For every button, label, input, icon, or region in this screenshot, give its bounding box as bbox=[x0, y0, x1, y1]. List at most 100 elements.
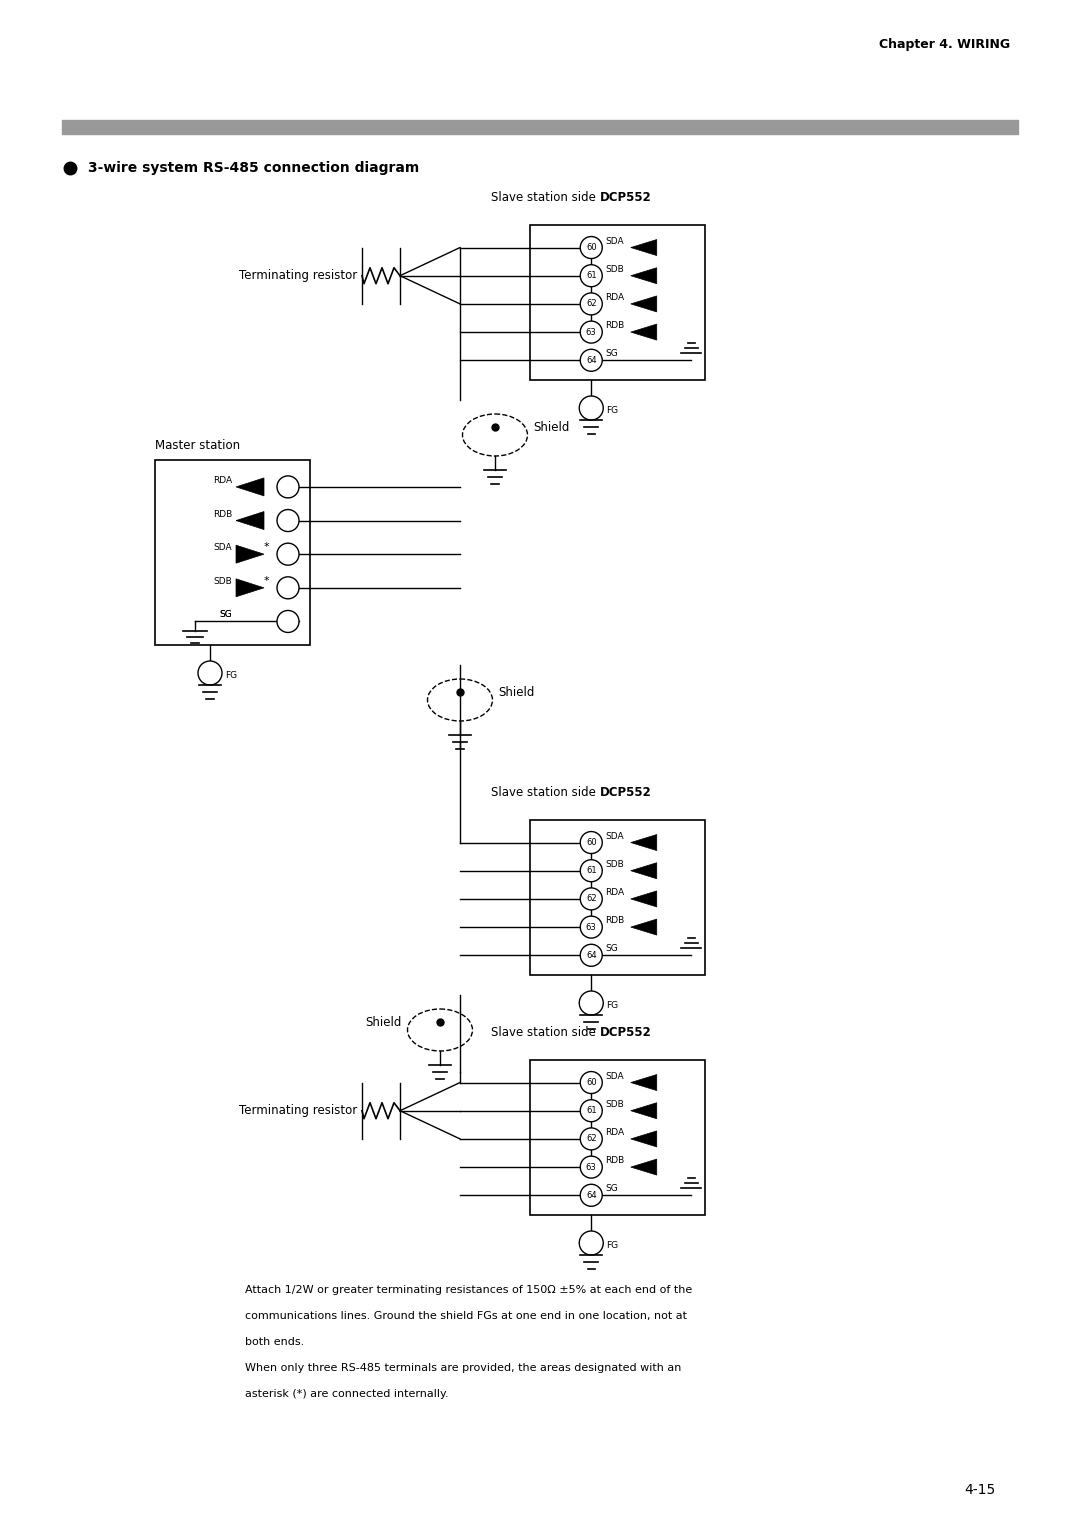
Text: 61: 61 bbox=[586, 1106, 596, 1115]
Text: FG: FG bbox=[225, 671, 238, 680]
Text: Chapter 4. WIRING: Chapter 4. WIRING bbox=[879, 38, 1010, 50]
Text: DCP552: DCP552 bbox=[600, 1025, 651, 1039]
Circle shape bbox=[580, 293, 603, 315]
Text: SDB: SDB bbox=[213, 576, 232, 585]
Text: Slave station side: Slave station side bbox=[491, 785, 600, 799]
Circle shape bbox=[276, 509, 299, 532]
Text: RDB: RDB bbox=[605, 917, 624, 924]
Circle shape bbox=[580, 1100, 603, 1122]
Circle shape bbox=[198, 662, 222, 685]
Text: DCP552: DCP552 bbox=[600, 785, 651, 799]
Polygon shape bbox=[237, 579, 264, 597]
Text: 60: 60 bbox=[586, 837, 596, 847]
Circle shape bbox=[580, 944, 603, 966]
Text: 62: 62 bbox=[586, 299, 596, 309]
Text: 63: 63 bbox=[585, 1163, 596, 1172]
Circle shape bbox=[580, 1184, 603, 1206]
Polygon shape bbox=[631, 296, 657, 312]
Text: 64: 64 bbox=[586, 1190, 596, 1199]
Text: Slave station side: Slave station side bbox=[491, 1025, 600, 1039]
Text: SDB: SDB bbox=[605, 860, 624, 869]
Text: 63: 63 bbox=[585, 327, 596, 336]
Circle shape bbox=[580, 237, 603, 258]
Text: SDB: SDB bbox=[605, 264, 624, 274]
Circle shape bbox=[580, 264, 603, 287]
Polygon shape bbox=[631, 324, 657, 341]
Text: RDB: RDB bbox=[213, 509, 232, 518]
Text: 64: 64 bbox=[586, 950, 596, 960]
Text: SG: SG bbox=[605, 944, 618, 953]
Polygon shape bbox=[631, 240, 657, 255]
Text: 62: 62 bbox=[586, 894, 596, 903]
Bar bbox=[530, 821, 705, 975]
Circle shape bbox=[580, 321, 603, 344]
Polygon shape bbox=[631, 918, 657, 935]
Text: both ends.: both ends. bbox=[245, 1337, 305, 1348]
Circle shape bbox=[580, 1071, 603, 1094]
Circle shape bbox=[580, 1157, 603, 1178]
Text: Attach 1/2W or greater terminating resistances of 150Ω ±5% at each end of the: Attach 1/2W or greater terminating resis… bbox=[245, 1285, 692, 1296]
Circle shape bbox=[580, 350, 603, 371]
Text: 61: 61 bbox=[586, 866, 596, 876]
Text: asterisk (*) are connected internally.: asterisk (*) are connected internally. bbox=[245, 1389, 448, 1400]
Text: RDA: RDA bbox=[605, 888, 624, 897]
Polygon shape bbox=[631, 1131, 657, 1148]
Text: SG: SG bbox=[219, 611, 232, 619]
Polygon shape bbox=[237, 512, 264, 530]
Polygon shape bbox=[237, 545, 264, 564]
Circle shape bbox=[580, 860, 603, 882]
Polygon shape bbox=[631, 1103, 657, 1118]
Circle shape bbox=[580, 888, 603, 909]
Text: 60: 60 bbox=[586, 1079, 596, 1086]
Text: 63: 63 bbox=[585, 923, 596, 932]
Text: FG: FG bbox=[606, 1001, 619, 1010]
Polygon shape bbox=[631, 1160, 657, 1175]
Text: Shield: Shield bbox=[534, 420, 569, 434]
Polygon shape bbox=[631, 834, 657, 851]
Text: SDA: SDA bbox=[605, 1071, 624, 1080]
Text: 60: 60 bbox=[586, 243, 596, 252]
Circle shape bbox=[276, 542, 299, 565]
Circle shape bbox=[276, 576, 299, 599]
Circle shape bbox=[579, 1232, 604, 1254]
Text: communications lines. Ground the shield FGs at one end in one location, not at: communications lines. Ground the shield … bbox=[245, 1311, 687, 1322]
Text: RDB: RDB bbox=[605, 1157, 624, 1164]
Text: SDA: SDA bbox=[214, 542, 232, 552]
Text: Shield: Shield bbox=[366, 1016, 402, 1028]
Text: *: * bbox=[264, 576, 270, 585]
Text: 61: 61 bbox=[586, 272, 596, 280]
Polygon shape bbox=[631, 1074, 657, 1091]
Text: Terminating resistor: Terminating resistor bbox=[239, 269, 357, 283]
Text: SG: SG bbox=[605, 1184, 618, 1193]
Text: 62: 62 bbox=[586, 1134, 596, 1143]
Text: FG: FG bbox=[606, 1241, 619, 1250]
Text: Master station: Master station bbox=[156, 439, 240, 451]
Circle shape bbox=[276, 475, 299, 498]
Circle shape bbox=[580, 917, 603, 938]
Bar bbox=[530, 1060, 705, 1215]
Polygon shape bbox=[237, 478, 264, 497]
Text: SG: SG bbox=[219, 611, 232, 619]
Circle shape bbox=[580, 831, 603, 854]
Text: DCP552: DCP552 bbox=[600, 191, 651, 203]
Circle shape bbox=[276, 611, 299, 633]
Circle shape bbox=[579, 396, 604, 420]
Text: *: * bbox=[264, 542, 270, 552]
Text: RDB: RDB bbox=[605, 321, 624, 330]
Text: 4-15: 4-15 bbox=[964, 1484, 996, 1497]
Text: RDA: RDA bbox=[605, 1128, 624, 1137]
Text: Terminating resistor: Terminating resistor bbox=[239, 1105, 357, 1117]
Bar bbox=[530, 225, 705, 380]
Circle shape bbox=[580, 1128, 603, 1151]
Text: SDB: SDB bbox=[605, 1100, 624, 1109]
Polygon shape bbox=[631, 863, 657, 879]
Text: Slave station side: Slave station side bbox=[491, 191, 600, 203]
Text: When only three RS-485 terminals are provided, the areas designated with an: When only three RS-485 terminals are pro… bbox=[245, 1363, 681, 1374]
Text: SDA: SDA bbox=[605, 831, 624, 840]
Text: Shield: Shield bbox=[498, 686, 535, 698]
Bar bbox=[156, 460, 310, 645]
Text: 3-wire system RS-485 connection diagram: 3-wire system RS-485 connection diagram bbox=[87, 160, 419, 176]
Text: FG: FG bbox=[606, 405, 619, 414]
Polygon shape bbox=[631, 267, 657, 284]
Text: RDA: RDA bbox=[605, 293, 624, 303]
